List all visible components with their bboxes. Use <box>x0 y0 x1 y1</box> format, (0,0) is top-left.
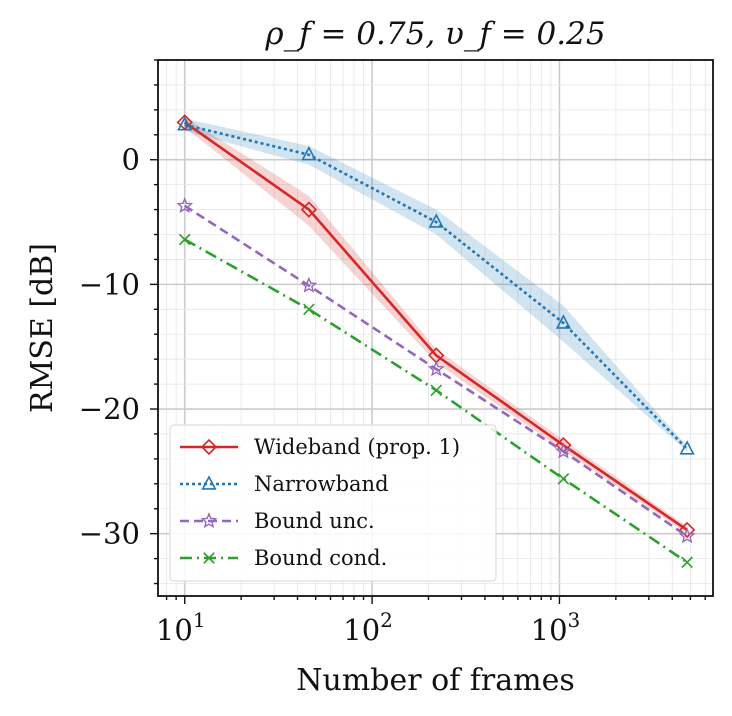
x-tick-base: 10 <box>343 613 380 647</box>
data-point-x <box>178 233 191 246</box>
x-tick-label: 101 <box>156 608 206 647</box>
data-point-star <box>678 527 696 544</box>
x-tick-exponent: 1 <box>193 608 206 632</box>
y-tick-label: −20 <box>79 392 140 426</box>
data-point-diamond <box>300 201 318 218</box>
data-point-star <box>176 197 194 213</box>
data-point-x-stroke <box>303 303 315 316</box>
data-point-diamond <box>678 521 696 539</box>
data-point-triangle <box>301 146 317 161</box>
data-point-x-stroke <box>178 233 191 246</box>
data-point-diamond <box>200 438 218 456</box>
data-point-x <box>557 473 570 485</box>
data-point-star <box>200 512 218 529</box>
data-point-triangle <box>428 213 444 228</box>
series-line <box>184 204 688 538</box>
data-point-x <box>430 384 443 397</box>
data-point-x-stroke <box>681 556 693 569</box>
x-tick-base: 10 <box>531 613 568 647</box>
legend-entry: Narrowband <box>180 472 389 496</box>
data-point-x <box>681 556 693 569</box>
legend-box <box>169 424 497 582</box>
legend: Wideband (prop. 1) Narrowband Bound unc. Bo… <box>169 424 497 582</box>
series-line <box>183 121 688 532</box>
plot-frame <box>157 59 714 597</box>
data-point-star <box>300 276 318 293</box>
legend-entry: Bound unc. <box>180 509 375 533</box>
y-tick-label: −10 <box>79 267 140 301</box>
data-point-triangle <box>679 440 695 455</box>
data-point-star <box>427 360 445 377</box>
confidence-band <box>184 117 688 534</box>
data-point-x-stroke <box>557 473 570 485</box>
data-point-triangle <box>201 475 217 490</box>
y-tick-label: 0 <box>122 143 140 177</box>
x-tick-label: 103 <box>531 608 581 647</box>
data-point-x-stroke <box>203 552 215 564</box>
data-point-x <box>303 303 315 316</box>
data-point-triangle <box>555 314 572 329</box>
x-tick-exponent: 3 <box>568 608 581 632</box>
legend-label: Bound unc. <box>254 509 375 533</box>
data-point-x-stroke <box>430 384 443 397</box>
x-axis-label: Number of frames <box>296 663 574 698</box>
legend-label: Narrowband <box>254 472 389 496</box>
legend-label: Bound cond. <box>254 546 387 570</box>
series-bound-unc <box>176 197 696 544</box>
chart-title: ρ_f = 0.75, υ_f = 0.25 <box>264 16 605 52</box>
series-lines <box>176 114 696 569</box>
series-line <box>184 123 689 450</box>
legend-entry: Wideband (prop. 1) <box>180 435 460 459</box>
x-tick-label: 102 <box>343 608 393 647</box>
series-narrowband <box>177 116 695 455</box>
confidence-bands <box>184 117 688 534</box>
data-point-triangle <box>177 116 193 131</box>
x-tick-exponent: 2 <box>380 608 393 632</box>
x-tick-base: 10 <box>156 613 193 647</box>
legend-label: Wideband (prop. 1) <box>254 435 460 459</box>
y-tick-label: −30 <box>79 517 140 551</box>
data-point-x <box>203 552 215 564</box>
legend-entry: Bound cond. <box>180 546 387 570</box>
series-bound-cond <box>178 233 693 569</box>
data-point-star <box>555 442 572 459</box>
y-axis-label: RMSE [dB] <box>25 243 60 413</box>
series-wideband-prop-1 <box>176 114 696 539</box>
